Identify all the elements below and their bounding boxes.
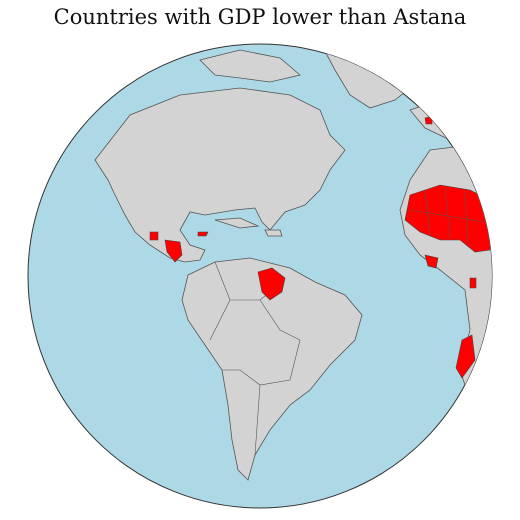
highlight-gulf — [424, 254, 477, 289]
highlight-east-africa — [455, 334, 476, 379]
arctic-islands — [199, 49, 301, 83]
north-america — [94, 87, 346, 263]
highlight-caribbean — [149, 231, 209, 241]
south-america-borders — [209, 261, 301, 456]
caribbean — [214, 217, 283, 237]
highlight-guyana — [257, 267, 286, 301]
west-africa-borders — [409, 187, 486, 246]
highlight-central-america — [164, 239, 183, 263]
south-america — [181, 257, 363, 481]
map-title: Countries with GDP lower than Astana — [54, 5, 467, 29]
